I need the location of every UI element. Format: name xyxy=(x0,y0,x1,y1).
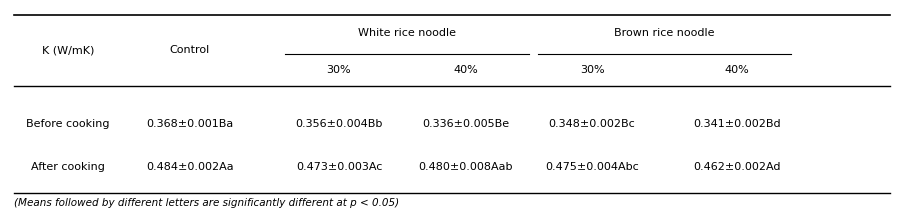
Text: After cooking: After cooking xyxy=(31,162,105,172)
Text: 40%: 40% xyxy=(452,65,478,74)
Text: White rice noodle: White rice noodle xyxy=(358,28,455,38)
Text: 0.462±0.002Ad: 0.462±0.002Ad xyxy=(693,162,779,172)
Text: 0.368±0.001Ba: 0.368±0.001Ba xyxy=(146,119,233,129)
Text: K (W/mK): K (W/mK) xyxy=(42,45,94,55)
Text: Brown rice noodle: Brown rice noodle xyxy=(613,28,714,38)
Text: 0.356±0.004Bb: 0.356±0.004Bb xyxy=(295,119,382,129)
Text: (Means followed by different letters are significantly different at p < 0.05): (Means followed by different letters are… xyxy=(14,198,398,208)
Text: Before cooking: Before cooking xyxy=(26,119,109,129)
Text: 40%: 40% xyxy=(723,65,749,74)
Text: 0.480±0.008Aab: 0.480±0.008Aab xyxy=(418,162,512,172)
Text: 30%: 30% xyxy=(579,65,604,74)
Text: 0.484±0.002Aa: 0.484±0.002Aa xyxy=(146,162,233,172)
Text: 0.341±0.002Bd: 0.341±0.002Bd xyxy=(693,119,779,129)
Text: 0.348±0.002Bc: 0.348±0.002Bc xyxy=(548,119,635,129)
Text: 0.475±0.004Abc: 0.475±0.004Abc xyxy=(545,162,638,172)
Text: 0.473±0.003Ac: 0.473±0.003Ac xyxy=(295,162,382,172)
Text: Control: Control xyxy=(170,45,209,55)
Text: 0.336±0.005Be: 0.336±0.005Be xyxy=(422,119,508,129)
Text: 30%: 30% xyxy=(326,65,351,74)
